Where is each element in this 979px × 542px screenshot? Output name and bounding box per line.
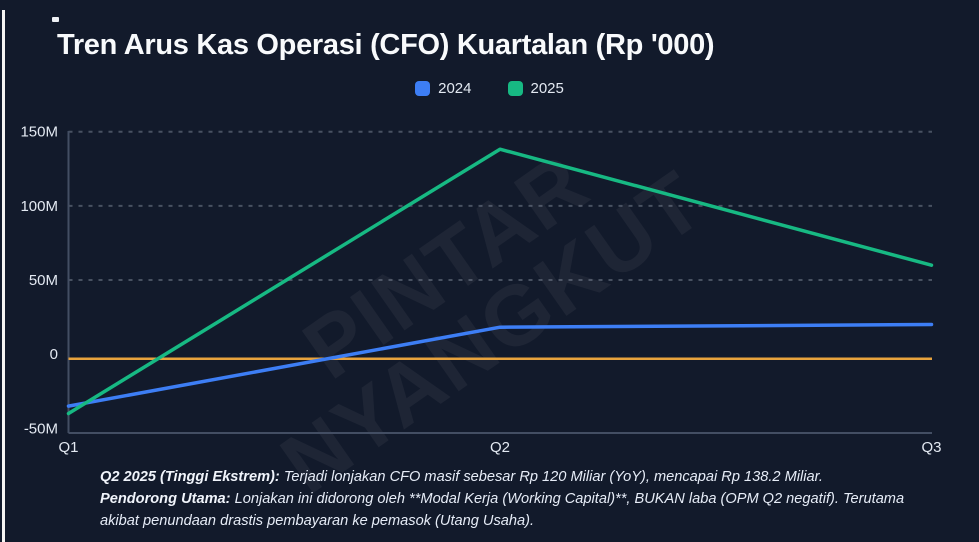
x-tick-label-Q1: Q1	[58, 439, 78, 456]
annotation-block: Q2 2025 (Tinggi Ekstrem): Terjadi lonjak…	[100, 466, 912, 532]
legend-swatch-2025	[507, 81, 523, 96]
page-title: Tren Arus Kas Operasi (CFO) Kuartalan (R…	[57, 29, 715, 62]
legend-label-2025: 2025	[530, 80, 564, 97]
x-tick-label-Q3: Q3	[921, 439, 941, 456]
y-tick-label-0: 0	[50, 346, 58, 363]
legend-item-2024[interactable]: 2024	[415, 80, 472, 97]
title-artifact	[52, 17, 59, 22]
x-tick-label-Q2: Q2	[490, 439, 510, 456]
annotation-q2-2025: Q2 2025 (Tinggi Ekstrem): Terjadi lonjak…	[100, 466, 912, 488]
series-line-2025	[66, 147, 934, 416]
legend-label-2024: 2024	[438, 80, 472, 97]
series-line-2024	[66, 322, 934, 408]
legend: 2024 2025	[0, 80, 979, 97]
y-tick-label--50M: -50M	[24, 420, 58, 437]
annotation-pendorong-utama-label: Pendorong Utama:	[100, 491, 231, 507]
legend-item-2025[interactable]: 2025	[507, 80, 564, 97]
y-tick-label-100M: 100M	[20, 198, 58, 215]
annotation-q2-2025-label: Q2 2025 (Tinggi Ekstrem):	[100, 469, 280, 485]
annotation-pendorong-utama: Pendorong Utama: Lonjakan ini didorong o…	[100, 488, 912, 532]
y-tick-label-150M: 150M	[20, 124, 58, 141]
window-left-border	[2, 10, 5, 542]
legend-swatch-2024	[415, 81, 431, 96]
y-tick-label-50M: 50M	[29, 272, 58, 289]
annotation-q2-2025-text: Terjadi lonjakan CFO masif sebesar Rp 12…	[279, 469, 823, 485]
annotation-pendorong-utama-text: Lonjakan ini didorong oleh **Modal Kerja…	[100, 491, 905, 529]
